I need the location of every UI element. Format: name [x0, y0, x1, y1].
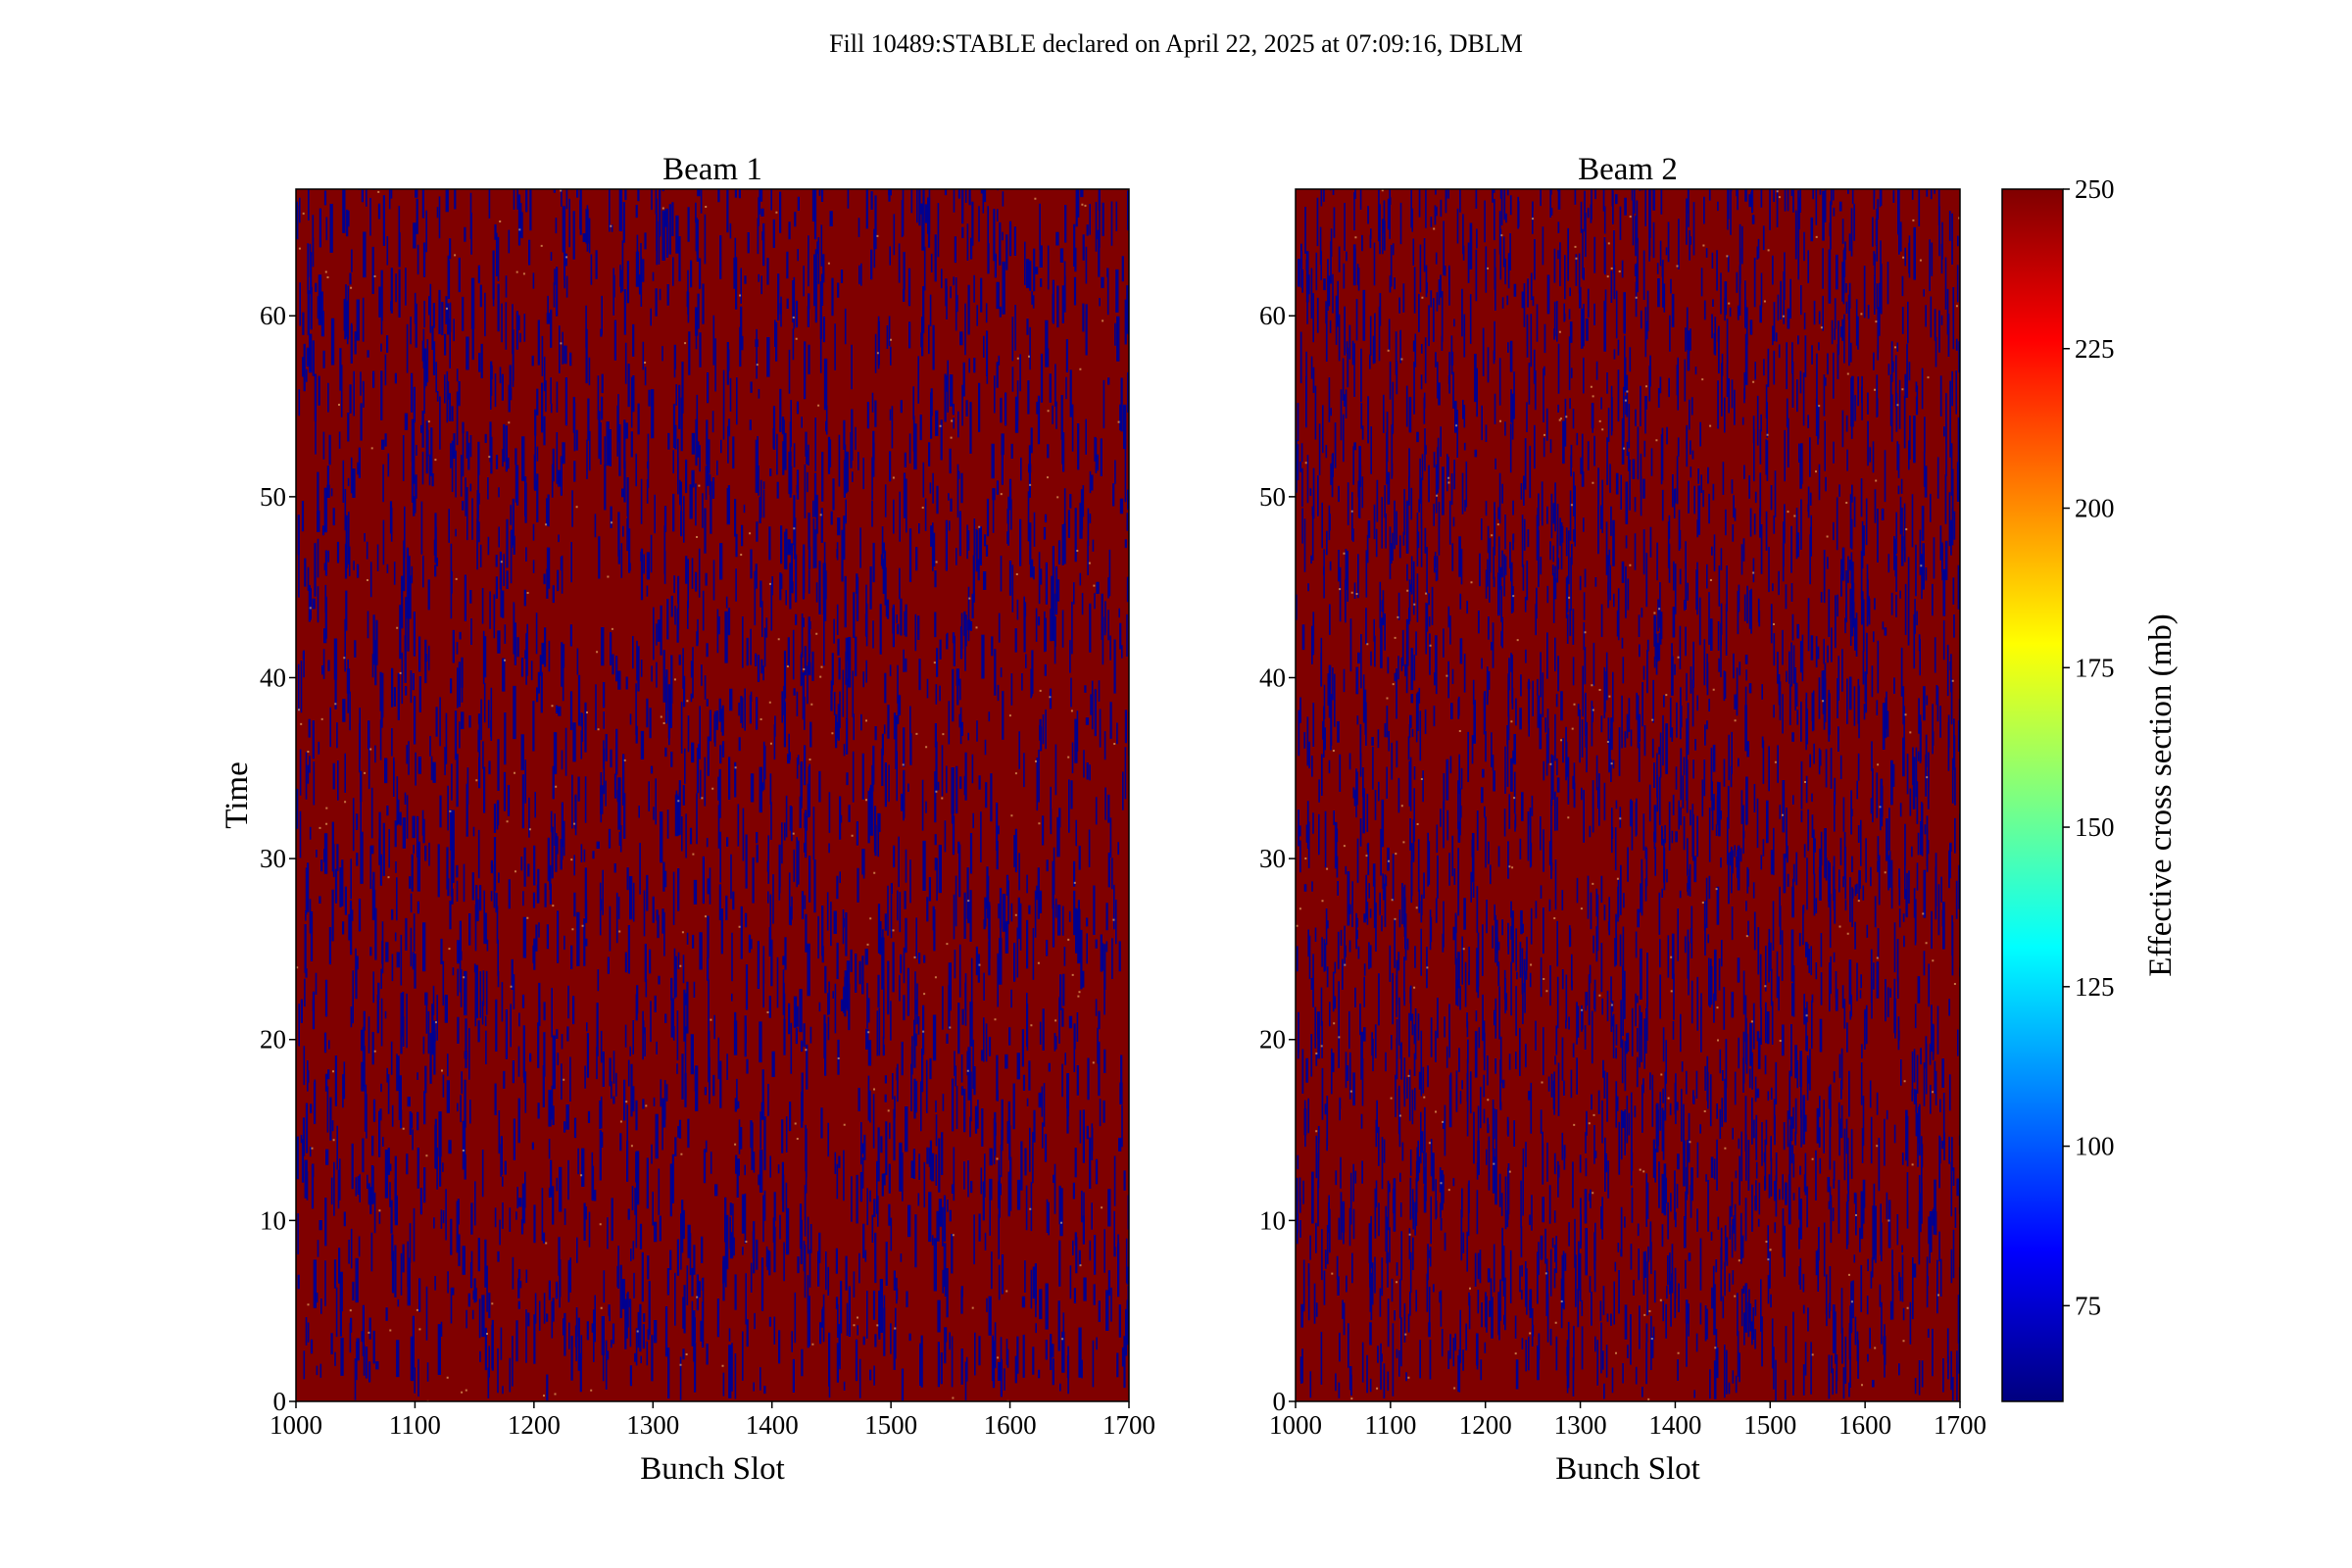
heatmap-cells-beam-2: [1296, 189, 1960, 1401]
colorbar-tick-label: 150: [2075, 812, 2115, 842]
x-tick-label-beam-2: 1200: [1459, 1410, 1512, 1440]
x-tick-label-beam-2: 1600: [1838, 1410, 1891, 1440]
axes-frame-beam-1: [295, 188, 1130, 1402]
colorbar-gradient: [2001, 188, 2064, 1402]
y-tick-label-beam-2: 20: [1259, 1025, 1286, 1054]
heatmap-axes-beam-1: Beam 1 1000 1100 1200 1300 1400 1500 1600 1700 0 1…: [220, 152, 1155, 1487]
axes-title-beam-2: Beam 2: [1578, 152, 1678, 187]
colorbar-tick-label: 225: [2075, 334, 2115, 364]
y-tick-label-beam-2: 0: [1273, 1387, 1287, 1416]
colorbar-tick-label: 75: [2075, 1291, 2101, 1320]
x-axis-label-beam-1: Bunch Slot: [640, 1451, 785, 1487]
colorbar: 75 100 125 150 175 200 225 250 Effective cross s…: [2001, 174, 2179, 1402]
y-tick-label-beam-1: 40: [260, 662, 286, 692]
y-tick-label-beam-2: 50: [1259, 482, 1286, 512]
y-tick-label-beam-1: 60: [260, 301, 286, 330]
y-tick-label-beam-2: 10: [1259, 1205, 1286, 1235]
colorbar-label: Effective cross section (mb): [2143, 613, 2179, 977]
x-tick-label-beam-1: 1000: [270, 1410, 322, 1440]
x-tick-label-beam-2: 1500: [1743, 1410, 1796, 1440]
x-tick-label-beam-1: 1400: [746, 1410, 799, 1440]
heatmap-streaks-beam-1: [296, 189, 1129, 1400]
y-tick-label-beam-1: 10: [260, 1205, 286, 1235]
heatmap-cells-beam-1: [296, 189, 1129, 1401]
colorbar-tick-label: 250: [2075, 174, 2115, 204]
x-tick-label-beam-2: 1000: [1269, 1410, 1322, 1440]
figure-title: Fill 10489:STABLE declared on April 22, …: [829, 29, 1523, 58]
y-tick-label-beam-1: 30: [260, 844, 286, 873]
y-axis-label-beam-1: Time: [220, 761, 255, 828]
x-tick-label-beam-1: 1100: [389, 1410, 441, 1440]
x-tick-label-beam-2: 1100: [1364, 1410, 1416, 1440]
x-tick-label-beam-2: 1700: [1934, 1410, 1986, 1440]
y-tick-label-beam-1: 20: [260, 1025, 286, 1054]
x-tick-label-beam-1: 1700: [1102, 1410, 1155, 1440]
y-tick-label-beam-1: 0: [273, 1387, 287, 1416]
x-tick-label-beam-1: 1200: [508, 1410, 561, 1440]
heatmap-axes-beam-2: Beam 2 1000 1100 1200 1300 1400 1500 1600 1700 0 1…: [1259, 152, 1986, 1487]
y-tick-label-beam-2: 40: [1259, 662, 1286, 692]
heatmap-streaks-beam-2: [1296, 189, 1960, 1401]
x-tick-label-beam-1: 1600: [984, 1410, 1037, 1440]
y-tick-label-beam-2: 60: [1259, 301, 1286, 330]
x-tick-label-beam-2: 1400: [1648, 1410, 1701, 1440]
colorbar-tick-label: 125: [2075, 972, 2115, 1002]
colorbar-tick-label: 200: [2075, 494, 2115, 523]
colorbar-tick-label: 175: [2075, 653, 2115, 682]
y-tick-label-beam-1: 50: [260, 482, 286, 512]
x-axis-label-beam-2: Bunch Slot: [1555, 1451, 1700, 1487]
x-tick-label-beam-2: 1300: [1554, 1410, 1607, 1440]
y-tick-label-beam-2: 30: [1259, 844, 1286, 873]
heatmap-background-beam-1: [296, 189, 1129, 1401]
axes-frame-beam-2: [1295, 188, 1961, 1402]
axes-title-beam-1: Beam 1: [662, 152, 762, 187]
colorbar-tick-label: 100: [2075, 1132, 2115, 1161]
x-tick-label-beam-1: 1300: [626, 1410, 679, 1440]
x-tick-label-beam-1: 1500: [864, 1410, 917, 1440]
